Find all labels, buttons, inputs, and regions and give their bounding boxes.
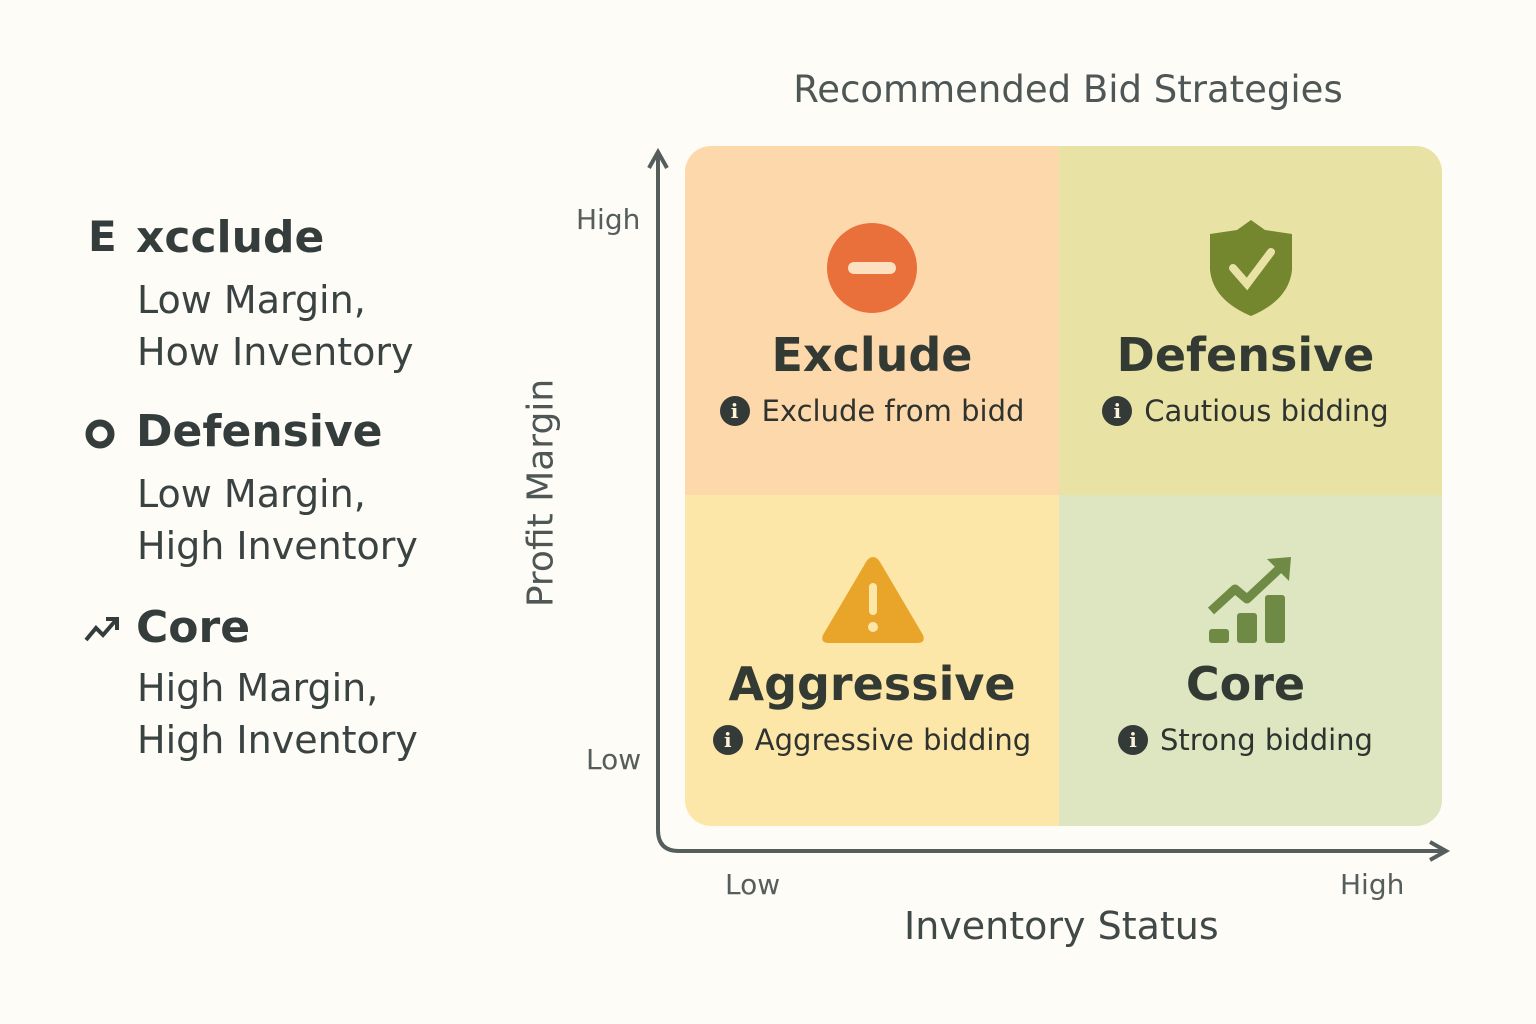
trending-up-icon: [84, 617, 119, 642]
quadrant-defensive-desc: i Cautious bidding: [1054, 394, 1437, 428]
legend-core-line2: High Inventory: [137, 718, 418, 762]
legend-defensive-line2: High Inventory: [137, 524, 418, 568]
info-icon: i: [1102, 396, 1133, 426]
quadrant-core-title: Core: [1185, 657, 1306, 711]
legend-exclude-icon: E: [88, 212, 117, 261]
x-axis-label: Inventory Status: [904, 904, 1219, 948]
legend-core-title: Core: [136, 602, 251, 653]
quadrant-exclude-desc: i Exclude from bidd: [685, 394, 1059, 428]
quadrant-core-desc: i Strong bidding: [1054, 723, 1437, 757]
quadrant-exclude: Exclude i Exclude from bidd: [685, 146, 1059, 495]
quadrant-core: Core i Strong bidding: [1059, 495, 1442, 826]
diagram-title: Recommended Bid Strategies: [793, 68, 1343, 111]
legend-core-line1: High Margin,: [137, 666, 379, 710]
y-axis-low: Low: [586, 743, 642, 776]
quadrant-exclude-title: Exclude: [771, 328, 973, 382]
minus-circle-icon: [827, 223, 917, 313]
quadrant-aggressive-title: Aggressive: [728, 657, 1016, 711]
legend-exclude-line1: Low Margin,: [137, 278, 366, 322]
quadrant-aggressive: Aggressive i Aggressive bidding: [685, 495, 1059, 826]
legend-exclude-title: xcclude: [136, 212, 325, 263]
quadrant-aggressive-desc: i Aggressive bidding: [685, 723, 1059, 757]
quadrant-core-desc-text: Strong bidding: [1160, 723, 1373, 757]
ring-icon: [85, 419, 115, 449]
info-icon: i: [719, 396, 750, 426]
y-axis-high: High: [576, 203, 641, 236]
quadrant-grid: Exclude i Exclude from bidd Defensive i Ca…: [685, 146, 1442, 826]
y-axis-label: Profit Margin: [520, 378, 562, 608]
quadrant-defensive: Defensive i Cautious bidding: [1059, 146, 1442, 495]
growth-chart-icon: [1207, 557, 1291, 643]
quadrant-exclude-desc-text: Exclude from bidd: [761, 394, 1025, 428]
shield-check-icon: [1210, 220, 1292, 316]
x-axis-low: Low: [725, 868, 781, 901]
quadrant-defensive-desc-text: Cautious bidding: [1144, 394, 1389, 428]
legend-defensive-line1: Low Margin,: [137, 472, 366, 516]
quadrant-defensive-title: Defensive: [1116, 328, 1375, 382]
quadrant-aggressive-desc-text: Aggressive bidding: [754, 723, 1032, 757]
warning-icon: [822, 557, 924, 643]
legend-exclude-line2: How Inventory: [137, 330, 414, 374]
info-icon: i: [712, 725, 743, 755]
x-axis-high: High: [1340, 868, 1405, 901]
legend-defensive-title: Defensive: [136, 406, 383, 457]
info-icon: i: [1118, 725, 1149, 755]
